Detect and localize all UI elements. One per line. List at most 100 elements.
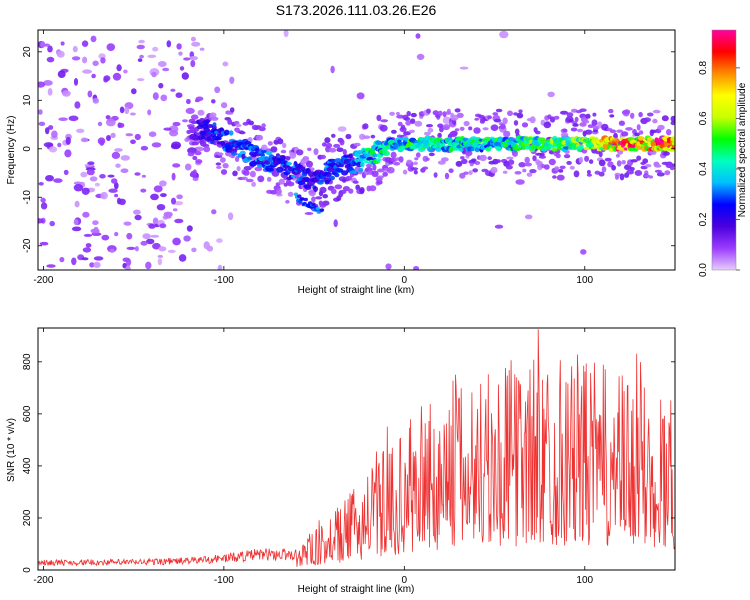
heatmap-cell [459, 126, 465, 131]
heatmap-cell [584, 120, 590, 124]
y-tick-label: -10 [22, 190, 33, 205]
heatmap-cell [330, 65, 335, 74]
heatmap-cell [92, 60, 99, 67]
heatmap-cell [172, 121, 181, 127]
heatmap-cell [577, 145, 584, 150]
heatmap-cell [492, 112, 499, 116]
heatmap-cell [667, 161, 673, 165]
heatmap-cell [106, 135, 111, 141]
heatmap-cell [245, 178, 254, 183]
heatmap-cell [623, 109, 631, 115]
heatmap-cell [234, 156, 240, 162]
heatmap-cell [296, 149, 304, 156]
heatmap-cell [227, 212, 234, 221]
heatmap-cell [562, 128, 568, 133]
heatmap-cell [220, 157, 226, 163]
heatmap-cell [543, 164, 550, 170]
heatmap-cell [108, 188, 118, 193]
heatmap-cell [352, 180, 359, 184]
heatmap-cell [493, 118, 502, 123]
heatmap-cell [328, 147, 337, 153]
heatmap-cell [216, 165, 222, 169]
heatmap-cell [151, 71, 157, 78]
heatmap-cell [670, 166, 675, 171]
heatmap-cell [307, 147, 312, 151]
heatmap-cell [134, 214, 142, 221]
heatmap-cell [311, 202, 316, 206]
heatmap-cell [171, 172, 176, 181]
heatmap-cell [270, 146, 278, 153]
heatmap-cell [171, 141, 182, 149]
heatmap-cell [283, 30, 289, 38]
heatmap-cell [319, 208, 325, 212]
heatmap-cell [642, 158, 649, 164]
heatmap-cell [191, 135, 200, 141]
heatmap-cell [114, 148, 123, 152]
heatmap-cell [80, 137, 88, 143]
heatmap-cell [379, 124, 388, 132]
heatmap-cell [157, 254, 164, 258]
heatmap-cell [535, 130, 541, 135]
heatmap-cell [425, 157, 430, 161]
heatmap-cell [241, 153, 246, 160]
heatmap-cell [93, 226, 99, 234]
heatmap-cell [176, 43, 182, 50]
heatmap-cell [490, 124, 499, 131]
heatmap-cell [107, 174, 115, 178]
heatmap-cell [579, 108, 587, 112]
heatmap-cell [670, 115, 675, 123]
colorbar-label: Normalized spectral amplitude [737, 82, 748, 217]
heatmap-cell [157, 258, 163, 266]
heatmap-cell [445, 111, 451, 115]
heatmap-cell [503, 130, 511, 138]
heatmap-cell [339, 139, 345, 146]
heatmap-cell [524, 162, 532, 167]
heatmap-cell [578, 156, 584, 164]
heatmap-cell [325, 142, 333, 149]
heatmap-cell [345, 133, 352, 140]
colorbar-tick-label: 0.4 [698, 162, 709, 176]
heatmap-cell [203, 146, 211, 153]
heatmap-cell [159, 223, 167, 229]
heatmap-cell [266, 167, 274, 172]
heatmap-cell [289, 151, 297, 159]
heatmap-cell [93, 261, 101, 269]
heatmap-cell [293, 192, 299, 197]
heatmap-cell [670, 136, 675, 142]
heatmap-cell [560, 132, 569, 137]
heatmap-cell [543, 121, 552, 129]
heatmap-cell [129, 112, 136, 116]
heatmap-cell [348, 188, 354, 194]
heatmap-cell [349, 170, 358, 174]
heatmap-cell [100, 191, 108, 200]
heatmap-cell [171, 197, 176, 205]
heatmap-cell [521, 122, 529, 128]
heatmap-cell [126, 232, 133, 240]
snr-frame [37, 327, 676, 571]
heatmap-cell [43, 142, 54, 148]
heatmap-cell [166, 40, 172, 48]
heatmap-cell [103, 75, 111, 82]
heatmap-cell [515, 179, 525, 185]
heatmap-cell [413, 266, 420, 270]
heatmap-cell [142, 233, 151, 240]
heatmap-cell [315, 196, 323, 200]
heatmap-cell [372, 164, 377, 171]
heatmap-cell [598, 171, 605, 177]
heatmap-cell [217, 264, 223, 270]
heatmap-cell [38, 218, 44, 224]
heatmap-cell [341, 170, 349, 176]
heatmap-cell [630, 112, 635, 119]
heatmap-cell [313, 186, 318, 193]
heatmap-cell [48, 146, 58, 153]
heatmap-cell [524, 214, 533, 220]
x-tick-label: -100 [214, 575, 234, 586]
heatmap-cell [360, 161, 365, 168]
heatmap-cell [630, 167, 635, 171]
heatmap-cell [621, 160, 626, 165]
heatmap-cell [331, 133, 336, 138]
heatmap-cell [427, 127, 434, 133]
heatmap-cell [265, 150, 273, 155]
